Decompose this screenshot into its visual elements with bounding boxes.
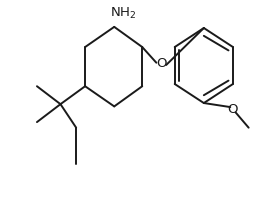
Text: O: O: [156, 57, 167, 70]
Text: O: O: [228, 103, 238, 116]
Text: NH$_2$: NH$_2$: [110, 6, 136, 21]
